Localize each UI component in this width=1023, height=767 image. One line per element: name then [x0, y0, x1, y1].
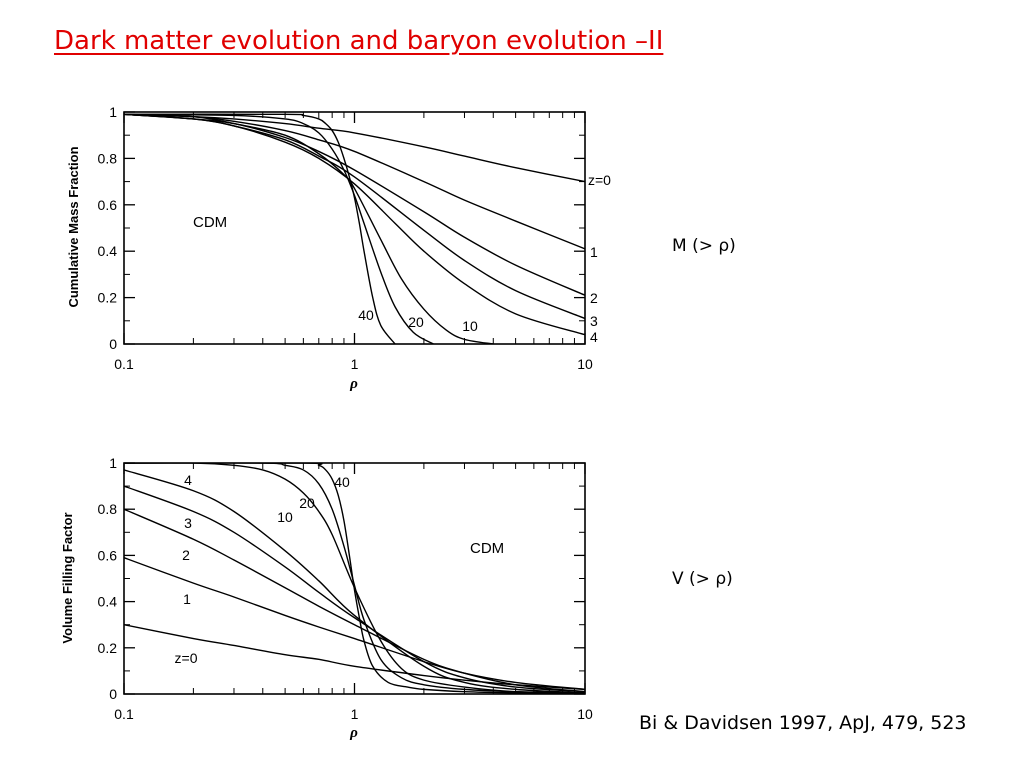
y-tick-label: 0.6: [98, 547, 118, 563]
x-tick-label: 0.1: [114, 706, 134, 722]
series-label: z=0: [588, 172, 611, 188]
chart-top-xlabel: ρ: [349, 376, 358, 392]
x-tick-label: 0.1: [114, 356, 134, 372]
volume-factor-side-label: V (> ρ): [672, 569, 733, 589]
chart-top-ylabel: Cumulative Mass Fraction: [66, 146, 81, 307]
series-line-1: [124, 113, 585, 250]
y-tick-label: 0.4: [98, 594, 118, 610]
x-tick-label: 1: [351, 706, 359, 722]
series-label: 4: [590, 329, 598, 345]
chart-bottom: Volume Filling Factor ρ CDM 0.1 1 10 0 0.2 0.…: [60, 455, 593, 741]
series-group: [124, 463, 585, 694]
chart-bottom-xlabel: ρ: [349, 725, 358, 741]
series-label: 1: [590, 244, 598, 260]
mass-fraction-side-label: M (> ρ): [672, 236, 736, 256]
y-tick-label: 1: [109, 455, 117, 471]
series-line-4: [124, 469, 585, 694]
series-line-10: [124, 463, 585, 694]
series-line-40: [124, 463, 585, 694]
series-label: 10: [462, 318, 478, 334]
series-label: 20: [299, 495, 315, 511]
series-line-2: [124, 508, 585, 693]
y-tick-label: 0: [109, 686, 117, 702]
series-label: 1: [183, 591, 191, 607]
chart-bottom-model-label: CDM: [470, 540, 504, 557]
series-line-2: [124, 113, 585, 296]
series-line-z0: [124, 113, 585, 183]
series-group: [124, 113, 585, 344]
x-tick-label: 10: [577, 706, 593, 722]
chart-bottom-ylabel: Volume Filling Factor: [60, 512, 75, 643]
x-tick-label: 1: [351, 356, 359, 372]
series-label: z=0: [175, 650, 198, 666]
series-line-1: [124, 557, 585, 691]
y-tick-label: 0.2: [98, 640, 118, 656]
y-tick-label: 0.8: [98, 150, 118, 166]
y-tick-label: 0: [109, 336, 117, 352]
series-line-3: [124, 485, 585, 693]
y-tick-label: 0.2: [98, 290, 118, 306]
series-label: 20: [408, 314, 424, 330]
series-label: 40: [334, 474, 350, 490]
series-label: 3: [184, 515, 192, 531]
series-line-40: [124, 113, 396, 344]
x-tick-label: 10: [577, 356, 593, 372]
slide-title: Dark matter evolution and baryon evoluti…: [54, 26, 664, 56]
series-label: 2: [590, 290, 598, 306]
y-tick-label: 1: [109, 104, 117, 120]
series-label: 4: [184, 472, 192, 488]
series-label: 2: [182, 547, 190, 563]
series-line-10: [124, 113, 494, 344]
chart-top: Cumulative Mass Fraction ρ CDM 0.1 1 10 0 0.…: [66, 104, 611, 392]
y-tick-label: 0.4: [98, 243, 118, 259]
y-tick-label: 0.6: [98, 197, 118, 213]
series-label: 10: [277, 509, 293, 525]
series-line-z0: [124, 624, 585, 691]
y-tick-label: 0.8: [98, 501, 118, 517]
series-line-4: [124, 113, 585, 336]
series-line-20: [124, 113, 434, 344]
series-label: 40: [358, 307, 374, 323]
chart-top-model-label: CDM: [193, 214, 227, 231]
citation: Bi & Davidsen 1997, ApJ, 479, 523: [639, 712, 967, 734]
series-label: 3: [590, 313, 598, 329]
